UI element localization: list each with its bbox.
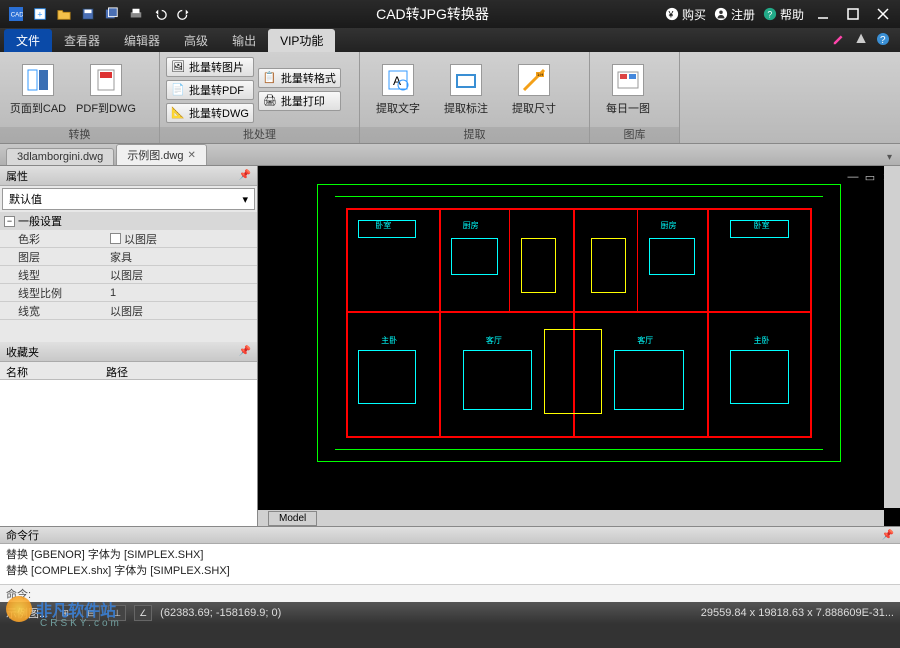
batch-pdf-button[interactable]: 📄批量转PDF bbox=[166, 80, 254, 100]
fav-title: 收藏夹 bbox=[6, 344, 39, 360]
undo-icon[interactable] bbox=[150, 4, 170, 24]
svg-text:+: + bbox=[37, 10, 42, 20]
tab-viewer[interactable]: 查看器 bbox=[52, 29, 112, 52]
page-to-cad-label: 页面到CAD bbox=[10, 100, 66, 116]
close-button[interactable] bbox=[872, 3, 894, 25]
extract-size-label: 提取尺寸 bbox=[512, 100, 556, 116]
tab-file[interactable]: 文件 bbox=[4, 29, 52, 52]
hscrollbar[interactable]: Model bbox=[258, 510, 884, 526]
canvas-min-icon[interactable]: — bbox=[846, 170, 860, 184]
pin-icon[interactable]: 📌 bbox=[239, 170, 251, 181]
cmd-title: 命令行 bbox=[6, 527, 39, 543]
doctab-1[interactable]: 3dlamborgini.dwg bbox=[6, 148, 114, 165]
status-btn[interactable]: ∠ bbox=[134, 605, 152, 621]
extract-anno-label: 提取标注 bbox=[444, 100, 488, 116]
batch-dwg-button[interactable]: 📐批量转DWG bbox=[166, 103, 254, 123]
open-icon[interactable] bbox=[54, 4, 74, 24]
group-convert-label: 转换 bbox=[0, 127, 159, 143]
svg-text:?: ? bbox=[767, 10, 772, 20]
svg-text:¥: ¥ bbox=[667, 10, 673, 20]
minimize-button[interactable] bbox=[812, 3, 834, 25]
buy-link[interactable]: ¥ 购买 bbox=[665, 6, 706, 23]
prop-row: 线型以图层 bbox=[0, 266, 257, 284]
extract-text-label: 提取文字 bbox=[376, 100, 420, 116]
help-link[interactable]: ? 帮助 bbox=[763, 6, 804, 23]
daily-image-button[interactable]: 每日一图 bbox=[596, 55, 660, 125]
prop-group[interactable]: −一般设置 bbox=[0, 212, 257, 230]
group-batch-label: 批处理 bbox=[160, 127, 359, 143]
pin-icon[interactable]: 📌 bbox=[239, 346, 251, 357]
canvas-max-icon[interactable]: ▭ bbox=[863, 170, 877, 184]
redo-icon[interactable] bbox=[174, 4, 194, 24]
doctab-menu-icon[interactable]: ▾ bbox=[879, 150, 900, 165]
saveall-icon[interactable] bbox=[102, 4, 122, 24]
prop-row: 线宽以图层 bbox=[0, 302, 257, 320]
print-icon[interactable] bbox=[126, 4, 146, 24]
tab-editor[interactable]: 编辑器 bbox=[112, 29, 172, 52]
svg-text:1:H: 1:H bbox=[537, 72, 543, 77]
fav-list bbox=[0, 380, 257, 526]
batch-img-button[interactable]: 🖼批量转图片 bbox=[166, 57, 254, 77]
status-coords: (62383.69; -158169.9; 0) bbox=[160, 607, 281, 619]
daily-image-label: 每日一图 bbox=[606, 100, 650, 116]
pin-icon[interactable]: 📌 bbox=[882, 530, 894, 541]
page-to-cad-button[interactable]: 页面到CAD bbox=[6, 55, 70, 125]
group-gallery-label: 图库 bbox=[590, 127, 679, 143]
model-tab[interactable]: Model bbox=[268, 511, 317, 526]
extract-text-button[interactable]: A提取文字 bbox=[366, 55, 430, 125]
fav-col-name: 名称 bbox=[6, 364, 106, 377]
props-default-dropdown[interactable]: 默认值▾ bbox=[2, 188, 255, 210]
prop-row: 线型比例1 bbox=[0, 284, 257, 302]
edit-icon[interactable] bbox=[830, 30, 848, 48]
watermark-logo-icon bbox=[6, 596, 32, 622]
app-icon[interactable]: CAD bbox=[6, 4, 26, 24]
tab-advanced[interactable]: 高级 bbox=[172, 29, 220, 52]
new-icon[interactable]: + bbox=[30, 4, 50, 24]
prop-row: 图层家具 bbox=[0, 248, 257, 266]
chevron-up-icon[interactable]: ▲ bbox=[852, 30, 870, 48]
close-icon[interactable]: ✕ bbox=[187, 150, 195, 161]
pdf-to-dwg-label: PDF到DWG bbox=[76, 100, 136, 116]
vscrollbar[interactable] bbox=[884, 166, 900, 508]
drawing-canvas[interactable]: — ▭ ✕ bbox=[258, 166, 900, 526]
extract-anno-button[interactable]: 提取标注 bbox=[434, 55, 498, 125]
help-label: 帮助 bbox=[780, 6, 804, 23]
register-label: 注册 bbox=[731, 6, 755, 23]
app-title: CAD转JPG转换器 bbox=[200, 4, 665, 24]
status-dims: 29559.84 x 19818.63 x 7.888609E-31... bbox=[701, 607, 894, 619]
extract-size-button[interactable]: 1:H 提取尺寸 bbox=[502, 55, 566, 125]
batch-print-button[interactable]: 🖨批量打印 bbox=[258, 91, 341, 111]
batch-fmt-button[interactable]: 📋批量转格式 bbox=[258, 68, 341, 88]
help-icon[interactable]: ? bbox=[874, 30, 892, 48]
tab-output[interactable]: 输出 bbox=[220, 29, 268, 52]
svg-text:?: ? bbox=[880, 35, 886, 46]
chevron-down-icon: ▾ bbox=[242, 193, 248, 206]
register-link[interactable]: 注册 bbox=[714, 6, 755, 23]
svg-text:CAD: CAD bbox=[11, 12, 23, 19]
tab-vip[interactable]: VIP功能 bbox=[268, 29, 335, 52]
maximize-button[interactable] bbox=[842, 3, 864, 25]
cmd-input[interactable]: 命令: bbox=[0, 584, 900, 602]
doctab-2[interactable]: 示例图.dwg✕ bbox=[116, 144, 207, 165]
props-title: 属性 bbox=[6, 168, 28, 184]
buy-label: 购买 bbox=[682, 6, 706, 23]
group-extract-label: 提取 bbox=[360, 127, 589, 143]
watermark: 非凡软件站 CRSKY.com bbox=[6, 596, 116, 622]
prop-row: 色彩以图层 bbox=[0, 230, 257, 248]
save-icon[interactable] bbox=[78, 4, 98, 24]
pdf-to-dwg-button[interactable]: PDF到DWG bbox=[74, 55, 138, 125]
cmd-output: 替换 [GBENOR] 字体为 [SIMPLEX.SHX] 替换 [COMPLE… bbox=[0, 544, 900, 584]
fav-col-path: 路径 bbox=[106, 364, 128, 377]
